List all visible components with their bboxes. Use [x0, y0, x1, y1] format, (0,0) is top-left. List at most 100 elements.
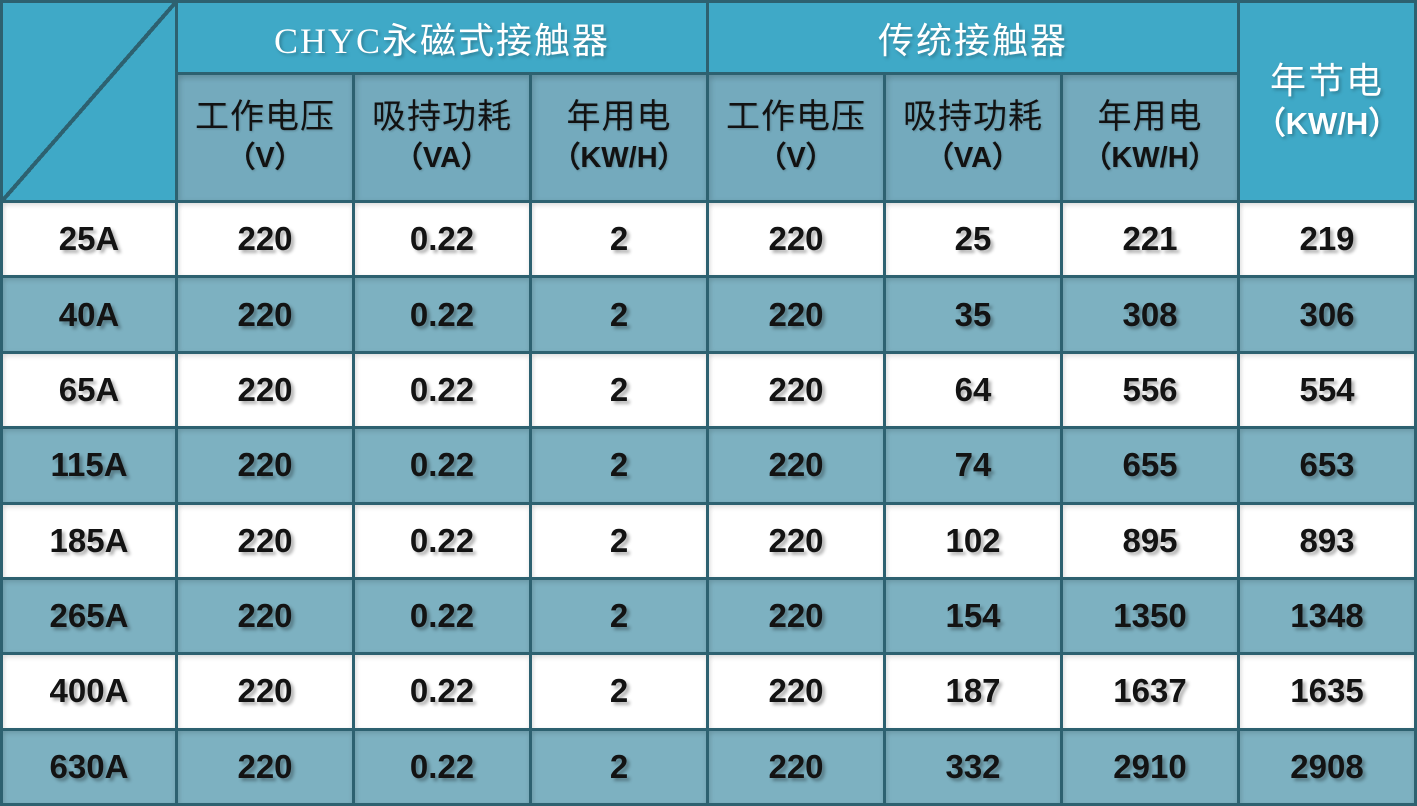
corner-cell — [0, 0, 178, 203]
value-cell: 220 — [706, 350, 886, 430]
value-cell: 554 — [1237, 350, 1417, 430]
value-cell: 0.22 — [352, 275, 532, 354]
model-cell: 25A — [0, 199, 178, 279]
value-cell: 220 — [175, 652, 355, 731]
value-cell: 220 — [175, 727, 355, 806]
value-cell: 74 — [883, 426, 1063, 505]
value-cell: 0.22 — [352, 199, 532, 279]
subheader-label: 吸持功耗 — [903, 98, 1043, 136]
value-cell: 2 — [529, 727, 709, 806]
value-cell: 220 — [175, 350, 355, 430]
value-cell: 102 — [883, 501, 1063, 580]
value-cell: 1348 — [1237, 576, 1417, 656]
subheader-label: 年用电 — [566, 98, 672, 136]
value-cell: 2 — [529, 426, 709, 505]
value-cell: 655 — [1060, 426, 1240, 505]
subheader-unit: （V） — [226, 142, 304, 175]
annual-saving-unit: （KW/H） — [1254, 105, 1400, 141]
value-cell: 220 — [706, 275, 886, 354]
value-cell: 220 — [706, 501, 886, 580]
annual-saving-title: 年节电 — [1269, 60, 1384, 101]
subheader-label: 年用电 — [1097, 98, 1203, 136]
value-cell: 154 — [883, 576, 1063, 656]
table-row: 65A 220 0.22 2 220 64 556 554 — [0, 350, 1417, 430]
table-row: 185A 220 0.22 2 220 102 895 893 — [0, 501, 1417, 580]
model-cell: 265A — [0, 576, 178, 656]
value-cell: 893 — [1237, 501, 1417, 580]
value-cell: 1350 — [1060, 576, 1240, 656]
group-header-chyc: CHYC永磁式接触器 — [175, 0, 709, 75]
value-cell: 0.22 — [352, 350, 532, 430]
value-cell: 220 — [175, 275, 355, 354]
table-row: 265A 220 0.22 2 220 154 1350 1348 — [0, 576, 1417, 656]
value-cell: 220 — [175, 576, 355, 656]
value-cell: 2908 — [1237, 727, 1417, 806]
subheader-label: 吸持功耗 — [372, 98, 512, 136]
subheader-unit: （V） — [757, 142, 835, 175]
group-header-row: CHYC永磁式接触器 传统接触器 年节电 （KW/H） — [0, 0, 1417, 203]
subheader-holding-power-chyc: 吸持功耗 （VA） — [352, 72, 532, 203]
model-cell: 40A — [0, 275, 178, 354]
value-cell: 0.22 — [352, 576, 532, 656]
subheader-label: 工作电压 — [726, 98, 866, 136]
model-cell: 630A — [0, 727, 178, 806]
model-cell: 400A — [0, 652, 178, 731]
subheader-row: 工作电压 （V） 吸持功耗 （VA） 年用电 （KW/H） 工作电压 （V） 吸… — [2, 72, 1416, 203]
table-row: 25A 220 0.22 2 220 25 221 219 — [0, 199, 1417, 279]
subheader-annual-usage-chyc: 年用电 （KW/H） — [529, 72, 709, 203]
value-cell: 2 — [529, 652, 709, 731]
subheader-unit: （VA） — [924, 142, 1022, 175]
value-cell: 220 — [175, 501, 355, 580]
value-cell: 35 — [883, 275, 1063, 354]
value-cell: 187 — [883, 652, 1063, 731]
value-cell: 25 — [883, 199, 1063, 279]
value-cell: 221 — [1060, 199, 1240, 279]
table-row: 40A 220 0.22 2 220 35 308 306 — [0, 275, 1417, 354]
value-cell: 220 — [706, 576, 886, 656]
model-cell: 185A — [0, 501, 178, 580]
table-row: 115A 220 0.22 2 220 74 655 653 — [0, 426, 1417, 505]
subheader-unit: （KW/H） — [1082, 142, 1218, 175]
value-cell: 0.22 — [352, 652, 532, 731]
value-cell: 1635 — [1237, 652, 1417, 731]
value-cell: 2 — [529, 501, 709, 580]
model-cell: 115A — [0, 426, 178, 505]
diagonal-line — [4, 4, 174, 199]
value-cell: 556 — [1060, 350, 1240, 430]
subheader-annual-usage-traditional: 年用电 （KW/H） — [1060, 72, 1240, 203]
value-cell: 220 — [706, 426, 886, 505]
value-cell: 220 — [175, 426, 355, 505]
model-cell: 65A — [0, 350, 178, 430]
subheader-voltage-traditional: 工作电压 （V） — [706, 72, 886, 203]
value-cell: 0.22 — [352, 501, 532, 580]
value-cell: 653 — [1237, 426, 1417, 505]
value-cell: 2910 — [1060, 727, 1240, 806]
value-cell: 220 — [706, 199, 886, 279]
table-row: 630A 220 0.22 2 220 332 2910 2908 — [0, 727, 1417, 806]
value-cell: 0.22 — [352, 727, 532, 806]
subheader-label: 工作电压 — [195, 98, 335, 136]
value-cell: 220 — [706, 727, 886, 806]
group-header-traditional-label: 传统接触器 — [877, 20, 1068, 61]
value-cell: 220 — [175, 199, 355, 279]
value-cell: 308 — [1060, 275, 1240, 354]
value-cell: 219 — [1237, 199, 1417, 279]
value-cell: 2 — [529, 350, 709, 430]
value-cell: 0.22 — [352, 426, 532, 505]
value-cell: 1637 — [1060, 652, 1240, 731]
group-header-traditional: 传统接触器 — [706, 0, 1240, 75]
value-cell: 2 — [529, 576, 709, 656]
subheader-voltage-chyc: 工作电压 （V） — [175, 72, 355, 203]
group-header-chyc-label: CHYC永磁式接触器 — [273, 20, 611, 61]
value-cell: 64 — [883, 350, 1063, 430]
annual-saving-header: 年节电 （KW/H） — [1237, 0, 1417, 203]
value-cell: 306 — [1237, 275, 1417, 354]
table-body: 25A 220 0.22 2 220 25 221 219 40A 220 0.22 2 220 35 30… — [0, 199, 1417, 806]
subheader-holding-power-traditional: 吸持功耗 （VA） — [883, 72, 1063, 203]
table-row: 400A 220 0.22 2 220 187 1637 1635 — [0, 652, 1417, 731]
value-cell: 2 — [529, 275, 709, 354]
value-cell: 2 — [529, 199, 709, 279]
subheader-unit: （VA） — [393, 142, 491, 175]
value-cell: 332 — [883, 727, 1063, 806]
